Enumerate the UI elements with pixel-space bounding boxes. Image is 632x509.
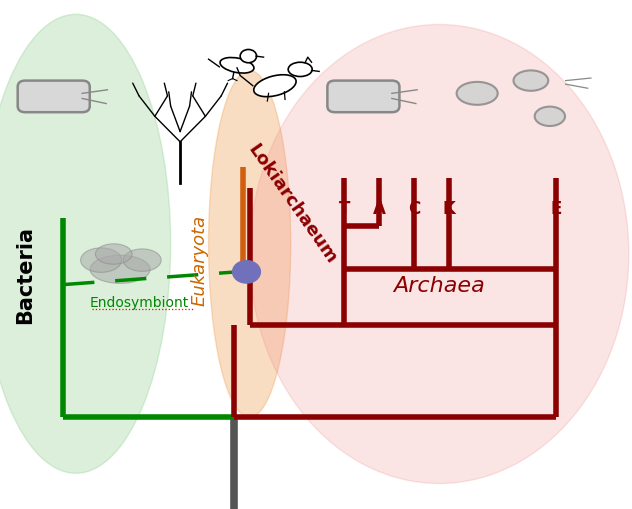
Text: Bacteria: Bacteria <box>15 226 35 324</box>
Ellipse shape <box>535 107 565 127</box>
Ellipse shape <box>95 244 132 265</box>
Text: Lokiarchaeum: Lokiarchaeum <box>244 140 340 267</box>
Circle shape <box>240 50 257 64</box>
Text: A: A <box>373 200 386 218</box>
Ellipse shape <box>456 83 497 106</box>
Ellipse shape <box>250 25 629 484</box>
Ellipse shape <box>220 59 254 74</box>
Circle shape <box>233 261 260 284</box>
Ellipse shape <box>90 256 150 284</box>
Text: E: E <box>550 200 562 218</box>
Text: C: C <box>408 200 420 218</box>
FancyBboxPatch shape <box>327 81 399 113</box>
Text: Archaea: Archaea <box>393 275 485 295</box>
Text: Eukaryota: Eukaryota <box>190 214 208 305</box>
Ellipse shape <box>253 76 296 97</box>
Text: T: T <box>339 200 350 218</box>
Ellipse shape <box>81 248 121 273</box>
Ellipse shape <box>513 71 548 92</box>
Ellipse shape <box>209 71 291 417</box>
FancyBboxPatch shape <box>18 81 90 113</box>
Text: Endosymbiont: Endosymbiont <box>89 296 189 310</box>
Ellipse shape <box>288 63 312 77</box>
Text: K: K <box>442 200 455 218</box>
Ellipse shape <box>123 249 161 272</box>
Ellipse shape <box>0 15 171 473</box>
